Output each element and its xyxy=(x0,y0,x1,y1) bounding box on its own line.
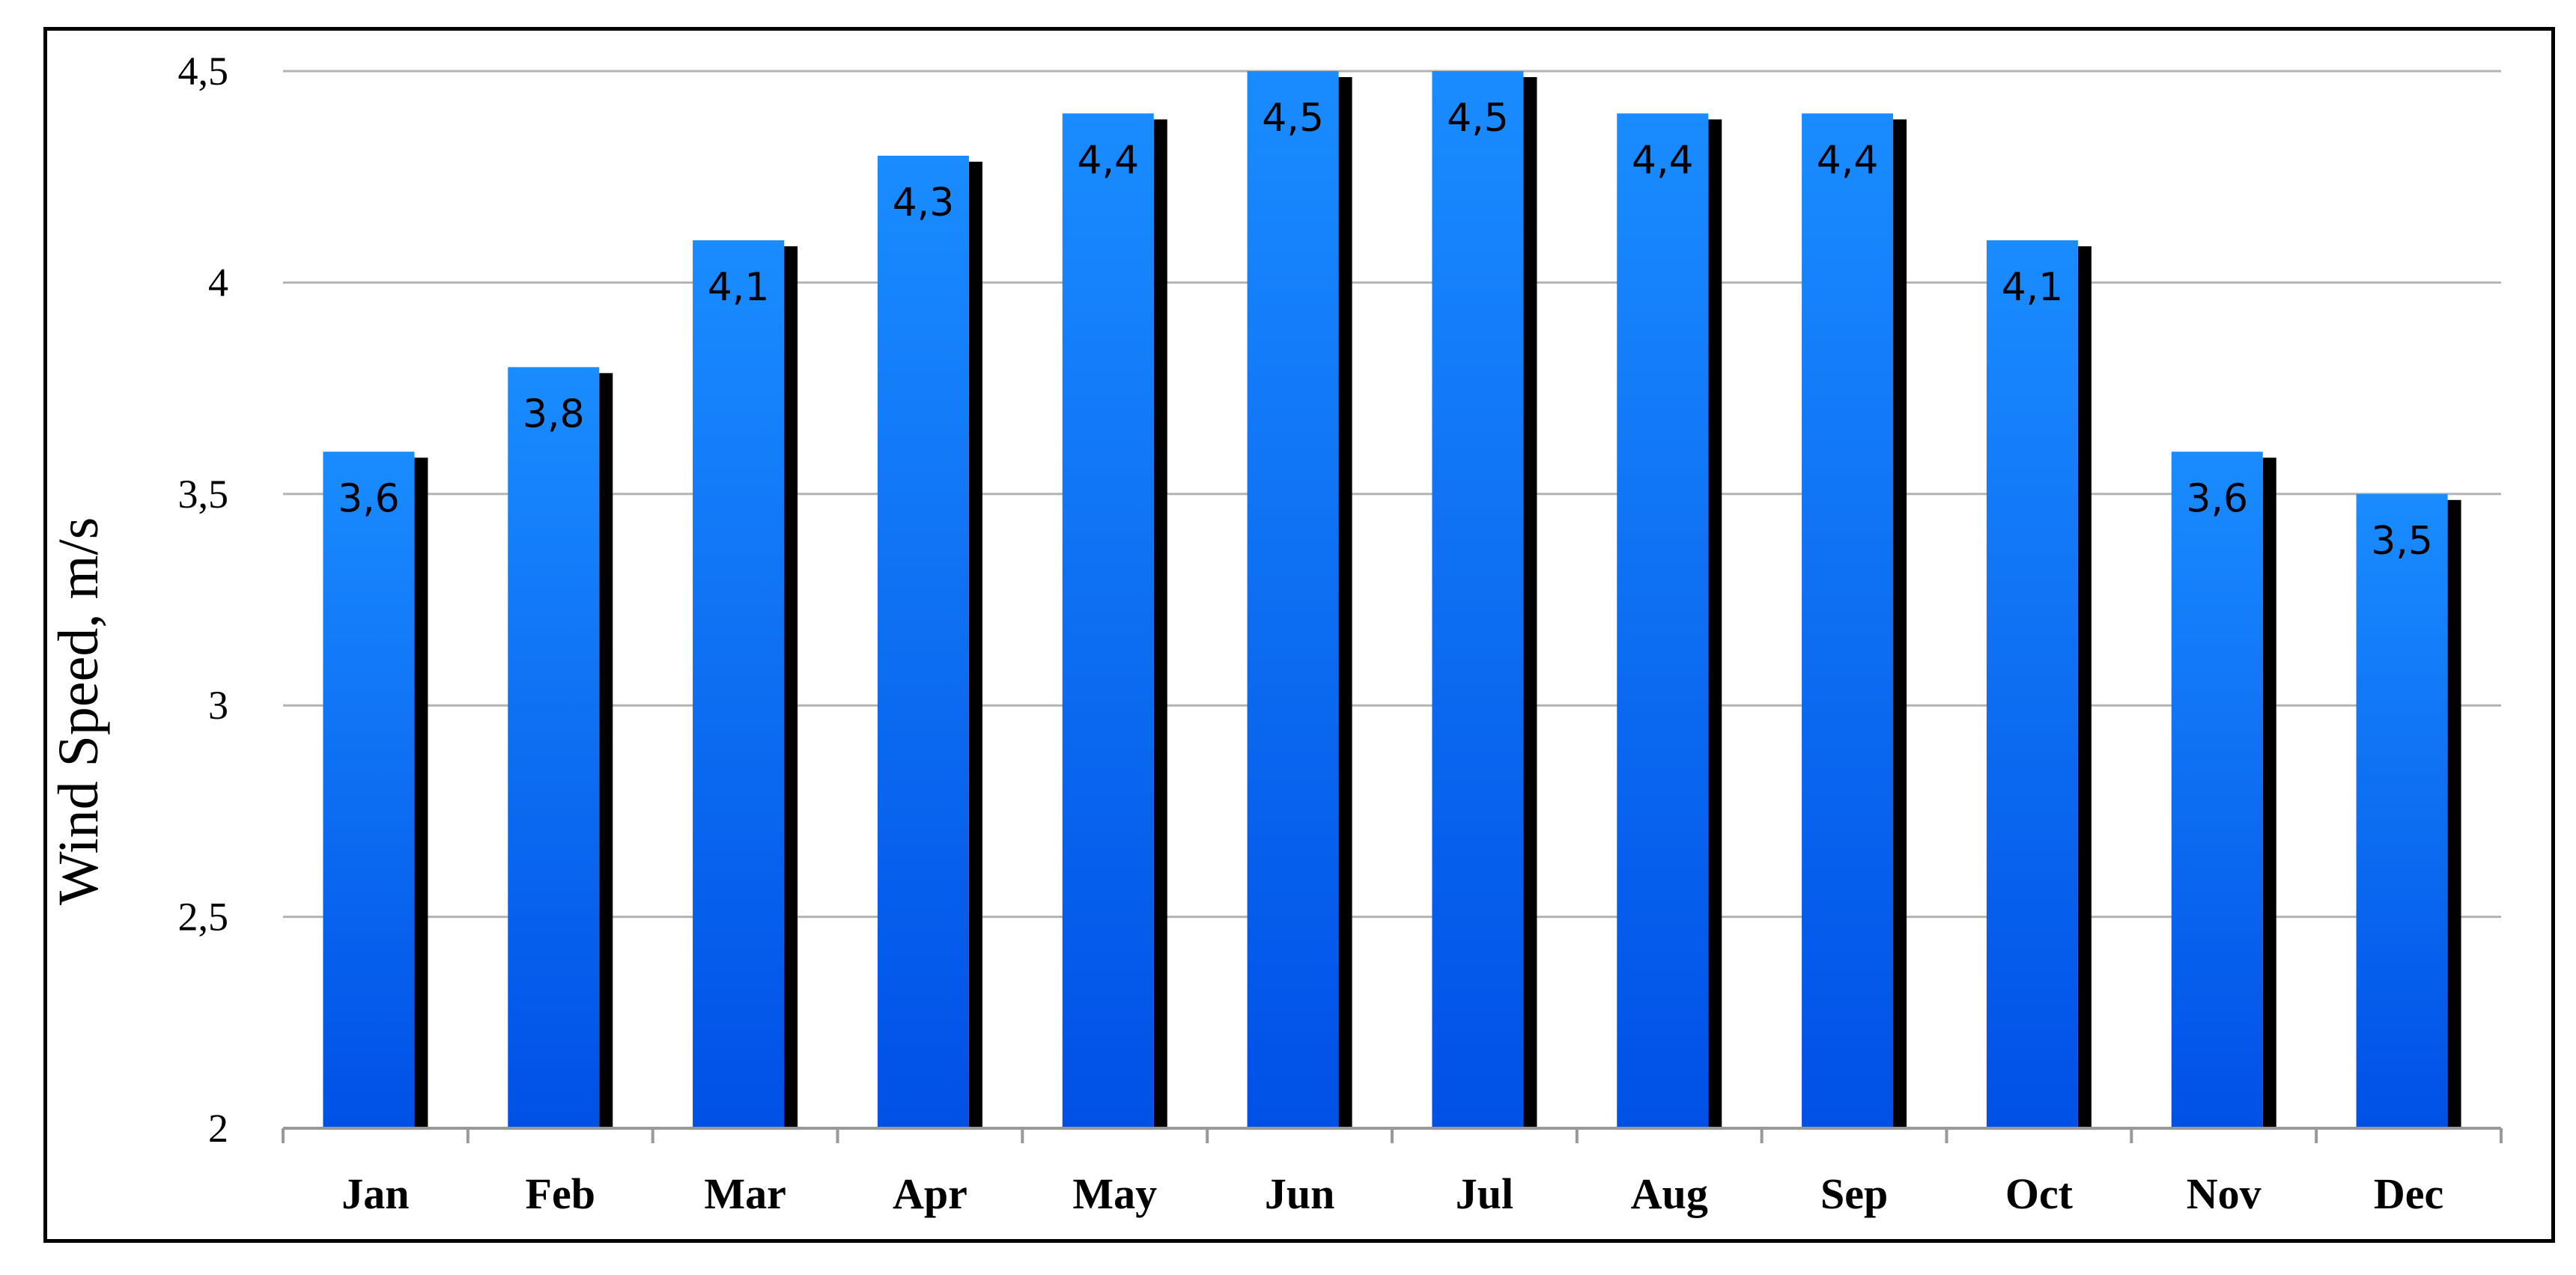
data-label: 4,5 xyxy=(1447,96,1509,141)
bar-shadow xyxy=(599,373,613,1128)
bar-shadow xyxy=(414,457,428,1128)
gridlines xyxy=(283,70,2501,919)
y-tick-label: 3 xyxy=(208,683,228,728)
data-label: 4,1 xyxy=(2002,265,2064,310)
bar-mar xyxy=(693,240,785,1128)
bar-jul xyxy=(1432,71,1524,1128)
bar-shadow xyxy=(2447,499,2461,1128)
bar-shadow xyxy=(1893,119,1907,1129)
x-category-label: Nov xyxy=(2187,1169,2261,1218)
bar-aug xyxy=(1617,113,1709,1129)
y-tick-label: 4,5 xyxy=(178,49,229,94)
data-label: 4,4 xyxy=(1632,138,1694,183)
data-label: 3,6 xyxy=(338,476,400,521)
bar-jan xyxy=(323,451,415,1128)
bar-may xyxy=(1062,113,1154,1129)
x-category-label: Apr xyxy=(893,1169,967,1218)
data-label: 4,5 xyxy=(1262,96,1324,141)
bar-nov xyxy=(2171,451,2263,1128)
data-label: 4,4 xyxy=(1077,138,1139,183)
y-tick-label: 2 xyxy=(208,1106,228,1151)
bar-shadow xyxy=(784,246,798,1128)
bar-feb xyxy=(508,367,600,1128)
bar-dec xyxy=(2356,493,2448,1128)
y-tick-label: 3,5 xyxy=(178,472,229,517)
data-label: 3,6 xyxy=(2186,476,2248,521)
bar-shadow xyxy=(1153,119,1167,1129)
axes xyxy=(282,1127,2503,1143)
x-category-label: Jan xyxy=(341,1169,409,1218)
bar-sep xyxy=(1802,113,1894,1129)
x-category-label: Feb xyxy=(526,1169,595,1218)
x-category-label: Aug xyxy=(1631,1169,1708,1218)
y-tick-label: 4 xyxy=(208,260,228,305)
x-category-label: Dec xyxy=(2374,1169,2443,1218)
x-category-label: Jul xyxy=(1456,1169,1513,1218)
bar-shadow xyxy=(968,161,982,1129)
bar-jun xyxy=(1247,71,1339,1128)
bar-shadow xyxy=(1708,119,1722,1129)
bar-shadow xyxy=(1523,77,1537,1128)
bar-oct xyxy=(1986,240,2078,1128)
labels: 2 2,5 3 3,5 4 4,5 3,6 Jan 3,8 Feb 4,1 Mar 4,3 Apr 4,4 M… xyxy=(178,49,2444,1218)
y-tick-label: 2,5 xyxy=(178,895,229,940)
bar-apr xyxy=(877,155,969,1129)
y-axis-title: Wind Speed, m/s xyxy=(47,517,110,905)
bar-shadow xyxy=(1338,77,1352,1128)
x-category-label: Mar xyxy=(704,1169,786,1218)
x-category-label: May xyxy=(1072,1169,1157,1218)
data-label: 4,3 xyxy=(893,180,955,225)
x-category-label: Sep xyxy=(1820,1169,1888,1218)
x-category-label: Oct xyxy=(2005,1169,2074,1218)
data-label: 4,4 xyxy=(1817,138,1879,183)
bar-shadow xyxy=(2077,246,2092,1128)
bar-shadow xyxy=(2262,457,2276,1128)
bars xyxy=(323,71,2461,1129)
data-label: 3,8 xyxy=(523,392,585,436)
data-label: 4,1 xyxy=(708,265,770,310)
x-category-label: Jun xyxy=(1265,1169,1335,1218)
data-label: 3,5 xyxy=(2371,519,2433,564)
